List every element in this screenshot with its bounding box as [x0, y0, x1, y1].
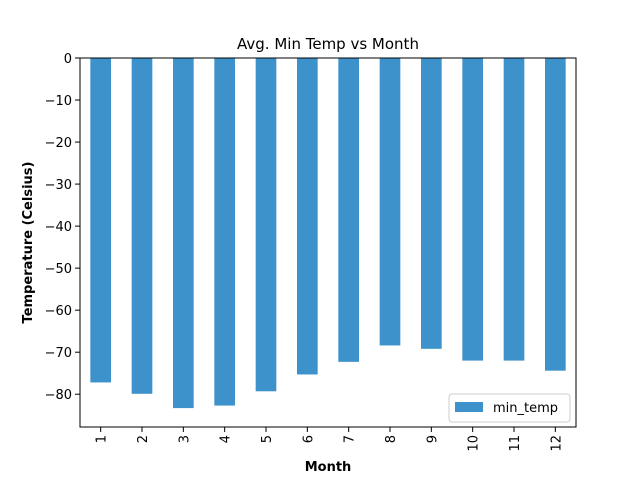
x-tick-label: 10	[467, 435, 482, 452]
bar-month-4	[214, 58, 235, 406]
legend-swatch	[455, 402, 483, 412]
bar-month-7	[338, 58, 359, 362]
x-tick-label: 7	[343, 435, 358, 443]
y-tick-label: −80	[45, 388, 72, 403]
y-tick-label: −30	[45, 178, 72, 193]
plot-frame	[79, 57, 577, 428]
x-tick-label: 9	[425, 435, 440, 443]
x-tick-label: 5	[260, 435, 275, 443]
legend-label: min_temp	[493, 401, 558, 416]
bar-series	[90, 58, 566, 409]
x-tick-label: 8	[384, 435, 399, 443]
bar-month-11	[503, 58, 525, 361]
x-axis-label: Month	[305, 460, 352, 475]
y-tick-label: −20	[45, 136, 72, 151]
y-axis: 0 −10 −20 −30 −40 −50 −60 −70 −80	[45, 52, 80, 403]
bar-month-3	[173, 58, 194, 409]
bar-month-12	[545, 58, 566, 371]
x-tick-label: 2	[136, 435, 151, 443]
y-tick-label: −60	[45, 304, 72, 319]
y-tick-label: −70	[45, 346, 72, 361]
y-tick-label: −10	[45, 94, 72, 109]
bar-month-1	[90, 58, 111, 383]
legend: min_temp	[448, 393, 571, 423]
bar-month-8	[379, 58, 401, 346]
legend-box	[448, 393, 571, 423]
x-tick-label: 11	[508, 435, 523, 452]
y-tick-label: −50	[45, 262, 72, 277]
y-axis-label: Temperature (Celsius)	[21, 162, 36, 324]
y-tick-label: 0	[64, 52, 72, 67]
bar-month-10	[462, 58, 483, 361]
x-tick-label: 4	[219, 435, 234, 443]
bar-month-6	[297, 58, 318, 375]
x-tick-label: 12	[549, 435, 564, 452]
x-axis: 1 2 3 4 5 6 7 8 9 10 11 12	[95, 427, 564, 452]
x-tick-label: 6	[301, 435, 316, 443]
bar-month-9	[421, 58, 442, 349]
chart-title: Avg. Min Temp vs Month	[237, 35, 419, 53]
bar-month-5	[255, 58, 277, 392]
x-tick-label: 1	[95, 435, 110, 443]
bar-month-2	[131, 58, 153, 394]
x-tick-label: 3	[177, 435, 192, 443]
y-tick-label: −40	[45, 220, 72, 235]
